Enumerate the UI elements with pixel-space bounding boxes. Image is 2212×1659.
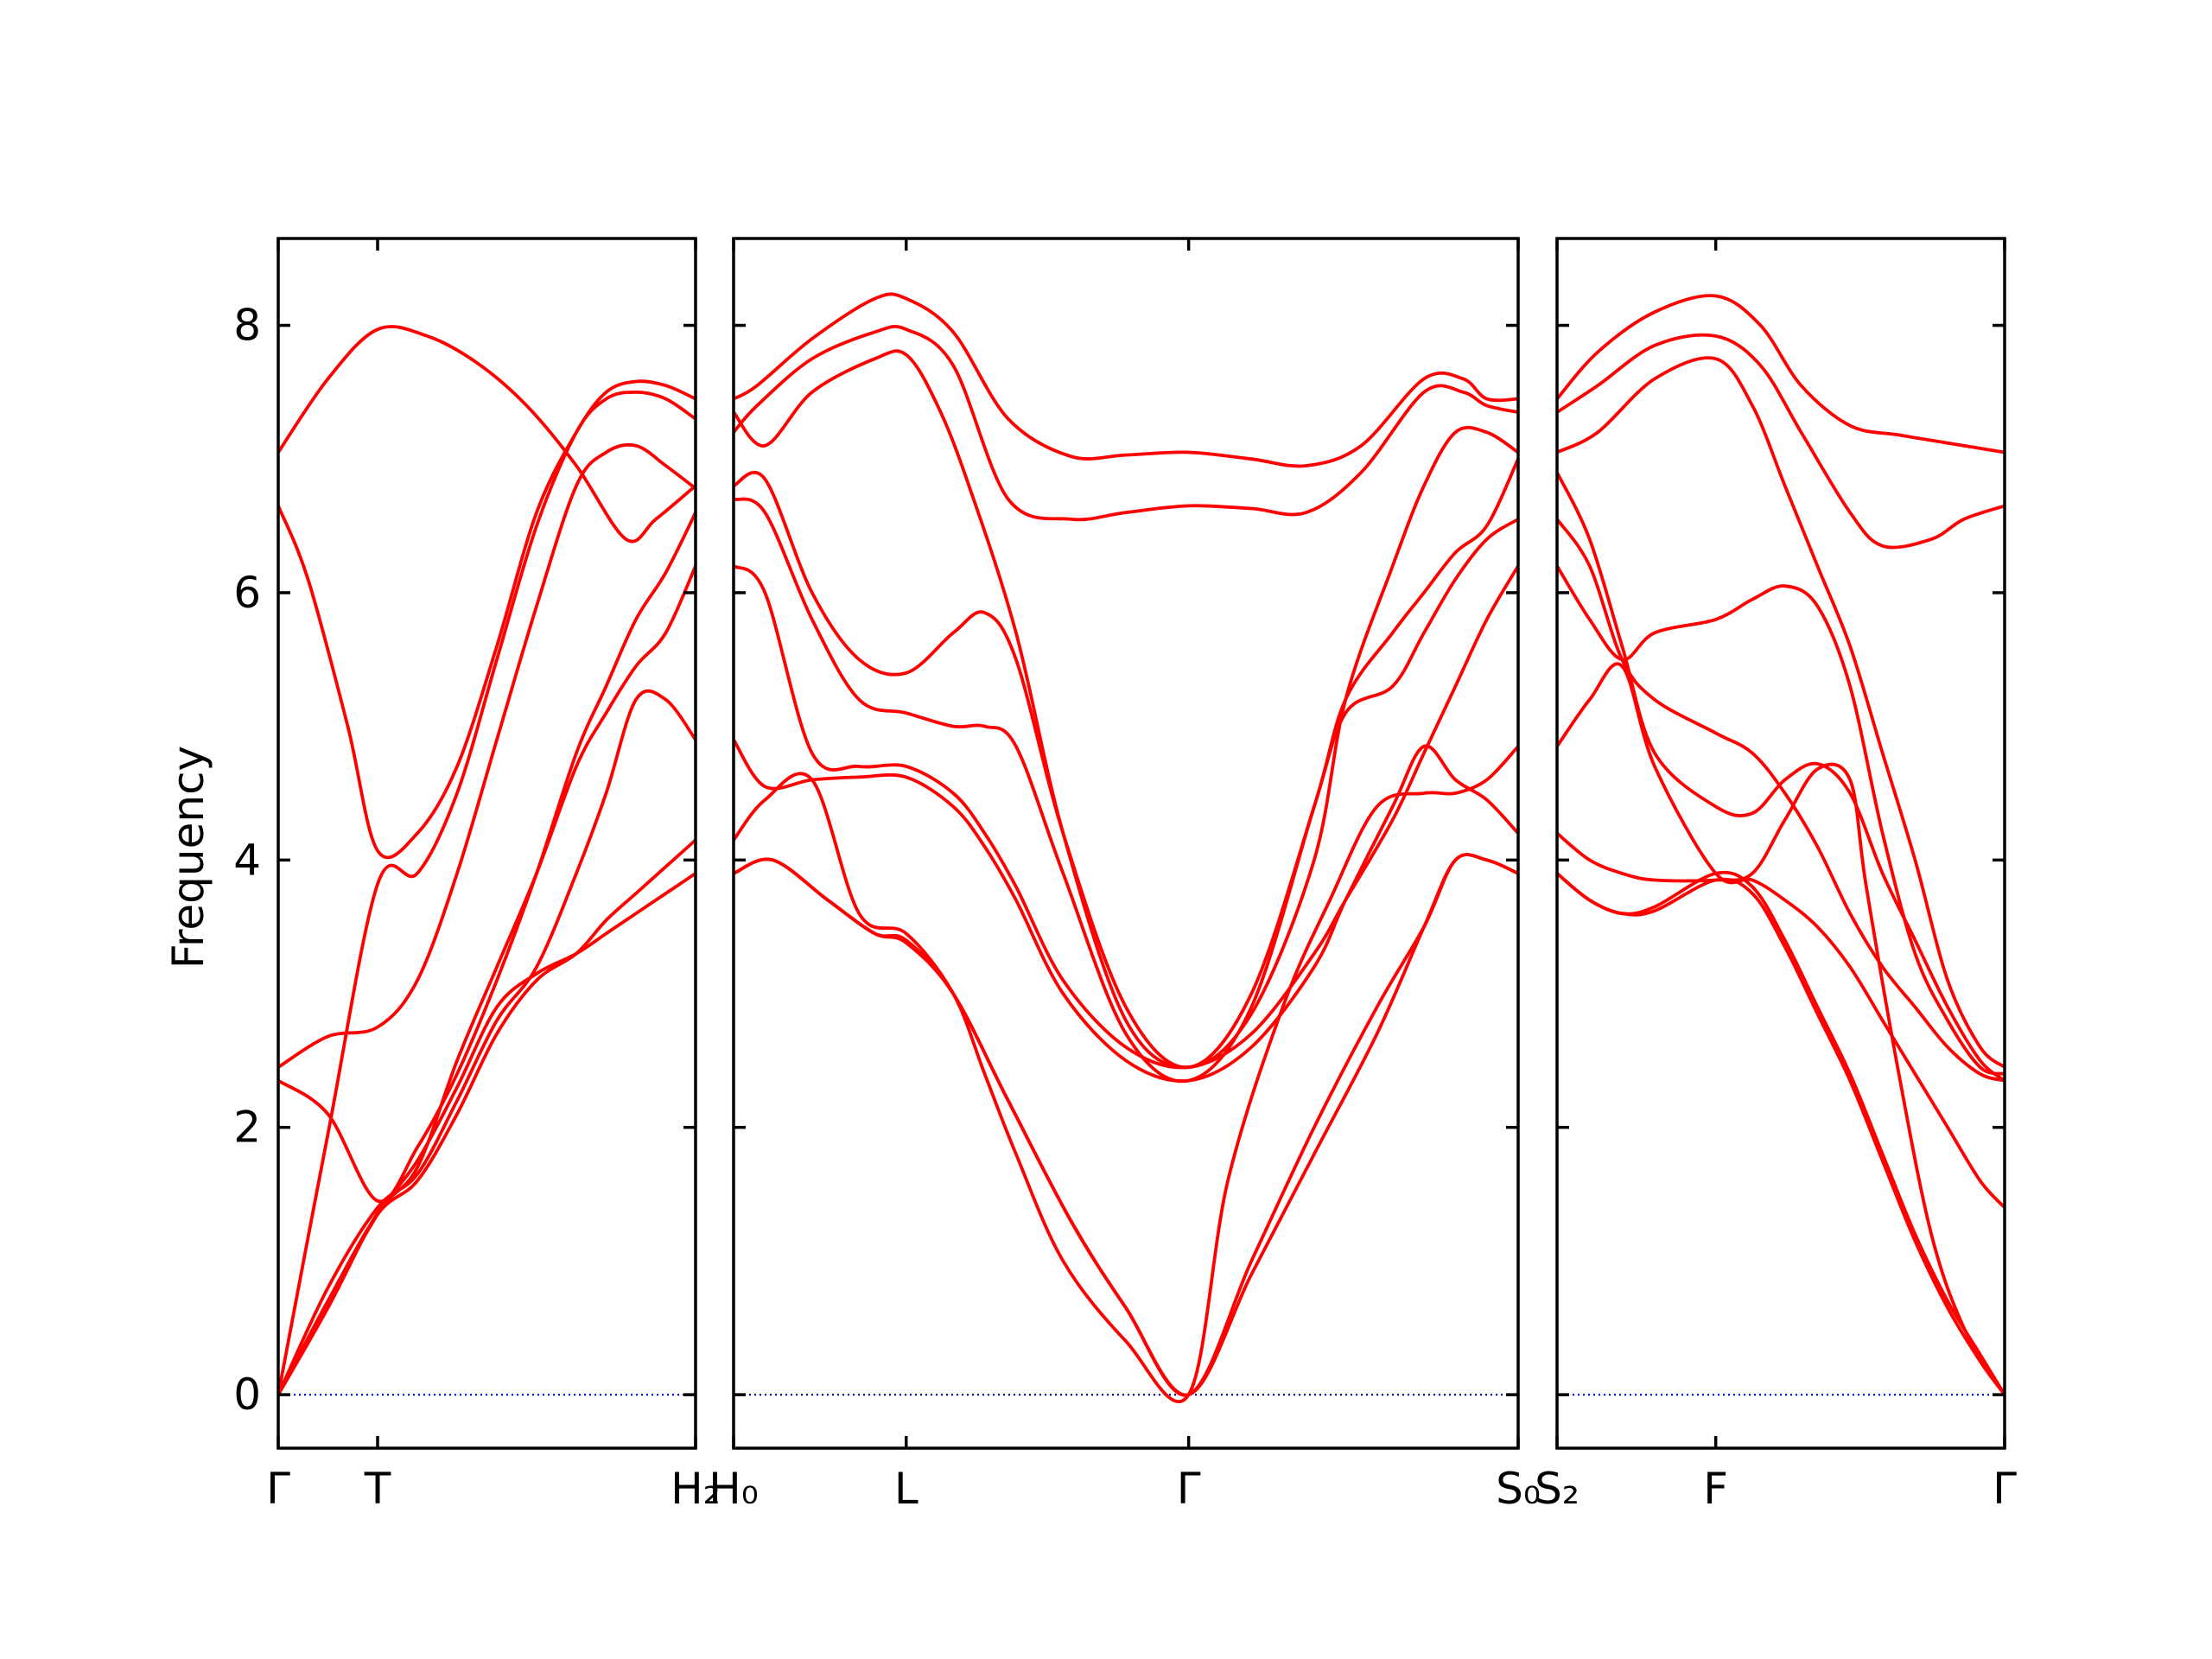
y-tick-label: 2 bbox=[233, 1103, 261, 1153]
y-tick-label: 4 bbox=[233, 835, 261, 885]
x-tick-label: S₂ bbox=[1535, 1464, 1580, 1514]
panel-frame bbox=[732, 237, 1520, 1450]
band-line-8 bbox=[734, 744, 1518, 1403]
y-tick-label: 0 bbox=[233, 1370, 261, 1420]
band-line-9 bbox=[734, 853, 1518, 1397]
x-tick-label: Γ bbox=[1993, 1464, 2017, 1514]
x-tick-label: H₂ bbox=[671, 1464, 721, 1514]
band-line-5 bbox=[278, 511, 696, 1204]
panel-frame bbox=[1555, 237, 2006, 1450]
band-line-7 bbox=[734, 738, 1518, 1083]
band-line-4 bbox=[734, 457, 1518, 1070]
panel-1: 0 2 4 6 8 Γ T H₂ bbox=[233, 237, 721, 1514]
x-tick-label: S₀ bbox=[1496, 1464, 1541, 1514]
x-tick-label: Γ bbox=[1177, 1464, 1201, 1514]
y-axis-label: Frequency bbox=[163, 746, 213, 969]
band-line-2 bbox=[734, 324, 1518, 522]
y-tick-label: 8 bbox=[233, 301, 261, 351]
x-tick-label: T bbox=[364, 1464, 391, 1514]
band-line-2 bbox=[278, 379, 696, 860]
y-tick-label: 6 bbox=[233, 568, 261, 618]
band-line-10 bbox=[734, 853, 1518, 1397]
band-line-4 bbox=[278, 442, 696, 1069]
band-line-10 bbox=[1557, 871, 2005, 1396]
band-line-6 bbox=[1557, 564, 2005, 1076]
band-line-7 bbox=[1557, 662, 2005, 1210]
panel-2: H₀ L Γ S₀ bbox=[709, 237, 1541, 1514]
x-tick-label: H₀ bbox=[709, 1464, 759, 1514]
band-line-8 bbox=[1557, 762, 2005, 1396]
band-line-4 bbox=[1557, 470, 2005, 1083]
band-group bbox=[1557, 294, 2005, 1396]
band-group bbox=[734, 292, 1518, 1403]
band-line-5 bbox=[1557, 518, 2005, 1083]
band-group bbox=[278, 325, 696, 1396]
band-line-6 bbox=[734, 564, 1518, 1070]
panel-3: S₂ F Γ bbox=[1535, 237, 2017, 1514]
band-line-3 bbox=[1557, 356, 2005, 1069]
band-line-1 bbox=[1557, 294, 2005, 454]
x-tick-label: F bbox=[1703, 1464, 1728, 1514]
panel-frame bbox=[276, 237, 697, 1450]
band-line-5 bbox=[734, 497, 1518, 1084]
band-line-7 bbox=[278, 689, 696, 1396]
band-line-2 bbox=[1557, 333, 2005, 550]
x-tick-label: L bbox=[894, 1464, 918, 1514]
band-line-9 bbox=[278, 871, 696, 1396]
band-line-3 bbox=[734, 349, 1518, 1070]
band-line-1 bbox=[278, 325, 696, 543]
band-line-8 bbox=[278, 838, 696, 1396]
band-line-3 bbox=[278, 391, 696, 1396]
x-tick-label: Γ bbox=[266, 1464, 290, 1514]
band-line-1 bbox=[734, 292, 1518, 468]
